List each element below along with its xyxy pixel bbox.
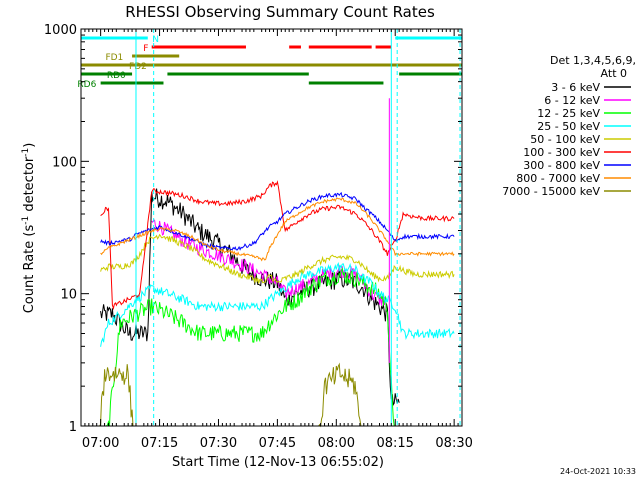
legend-label-6: 300 - 800 keV [523, 159, 600, 172]
series-line-3 [100, 261, 455, 347]
flag-label-n: N [152, 35, 159, 45]
legend-label-1: 6 - 12 keV [544, 94, 600, 107]
flag-label-fd2: FD2 [129, 62, 147, 72]
footer-date: 24-Oct-2021 10:33 [560, 467, 636, 476]
y-tick-label: 1 [69, 420, 77, 435]
x-tick-label: 08:00 [318, 436, 355, 451]
x-axis: 07:00 07:15 07:30 07:45 08:00 08:15 08:30 [82, 29, 473, 451]
x-axis-label: Start Time (12-Nov-13 06:55:02) [172, 455, 384, 470]
time-markers [80, 29, 461, 426]
y-axis: 1 10 100 1000 [44, 23, 462, 435]
legend-header-detectors: Det 1,3,4,5,6,9, [550, 54, 636, 67]
legend-header-attenuator: Att 0 [601, 67, 627, 80]
x-tick-label: 08:15 [376, 436, 413, 451]
legend-label-4: 50 - 100 keV [530, 133, 600, 146]
legend-label-8: 7000 - 15000 keV [502, 185, 600, 198]
legend-label-5: 100 - 300 keV [523, 146, 600, 159]
x-tick-label: 07:00 [82, 436, 119, 451]
y-tick-label: 100 [52, 155, 77, 170]
series-line-2 [100, 267, 404, 427]
x-tick-label: 07:15 [141, 436, 178, 451]
series-line-0 [100, 188, 400, 407]
flag-label-f: F [143, 44, 148, 54]
x-tick-label: 07:45 [259, 436, 296, 451]
flag-label-rd6: RD6 [77, 80, 96, 90]
legend-label-7: 800 - 7000 keV [516, 172, 600, 185]
legend-label-2: 12 - 25 keV [537, 107, 600, 120]
x-tick-label: 08:30 [435, 436, 472, 451]
series-line-4 [100, 233, 455, 285]
legend-label-3: 25 - 50 keV [537, 120, 600, 133]
y-tick-label: 10 [60, 288, 77, 303]
x-tick-label: 07:30 [200, 436, 237, 451]
legend-label-0: 3 - 6 keV [551, 81, 600, 94]
series-line-6 [100, 191, 455, 251]
flag-label-rd0: RD0 [107, 71, 126, 81]
plot-frame [80, 28, 463, 427]
series-line-5 [100, 180, 455, 311]
series-line-7 [100, 197, 455, 262]
flag-label-fd1: FD1 [105, 53, 123, 63]
y-tick-label: 1000 [44, 23, 77, 38]
chart-title: RHESSI Observing Summary Count Rates [125, 3, 435, 21]
y-axis-label: Count Rate (s-1 detector-1) [21, 143, 37, 314]
